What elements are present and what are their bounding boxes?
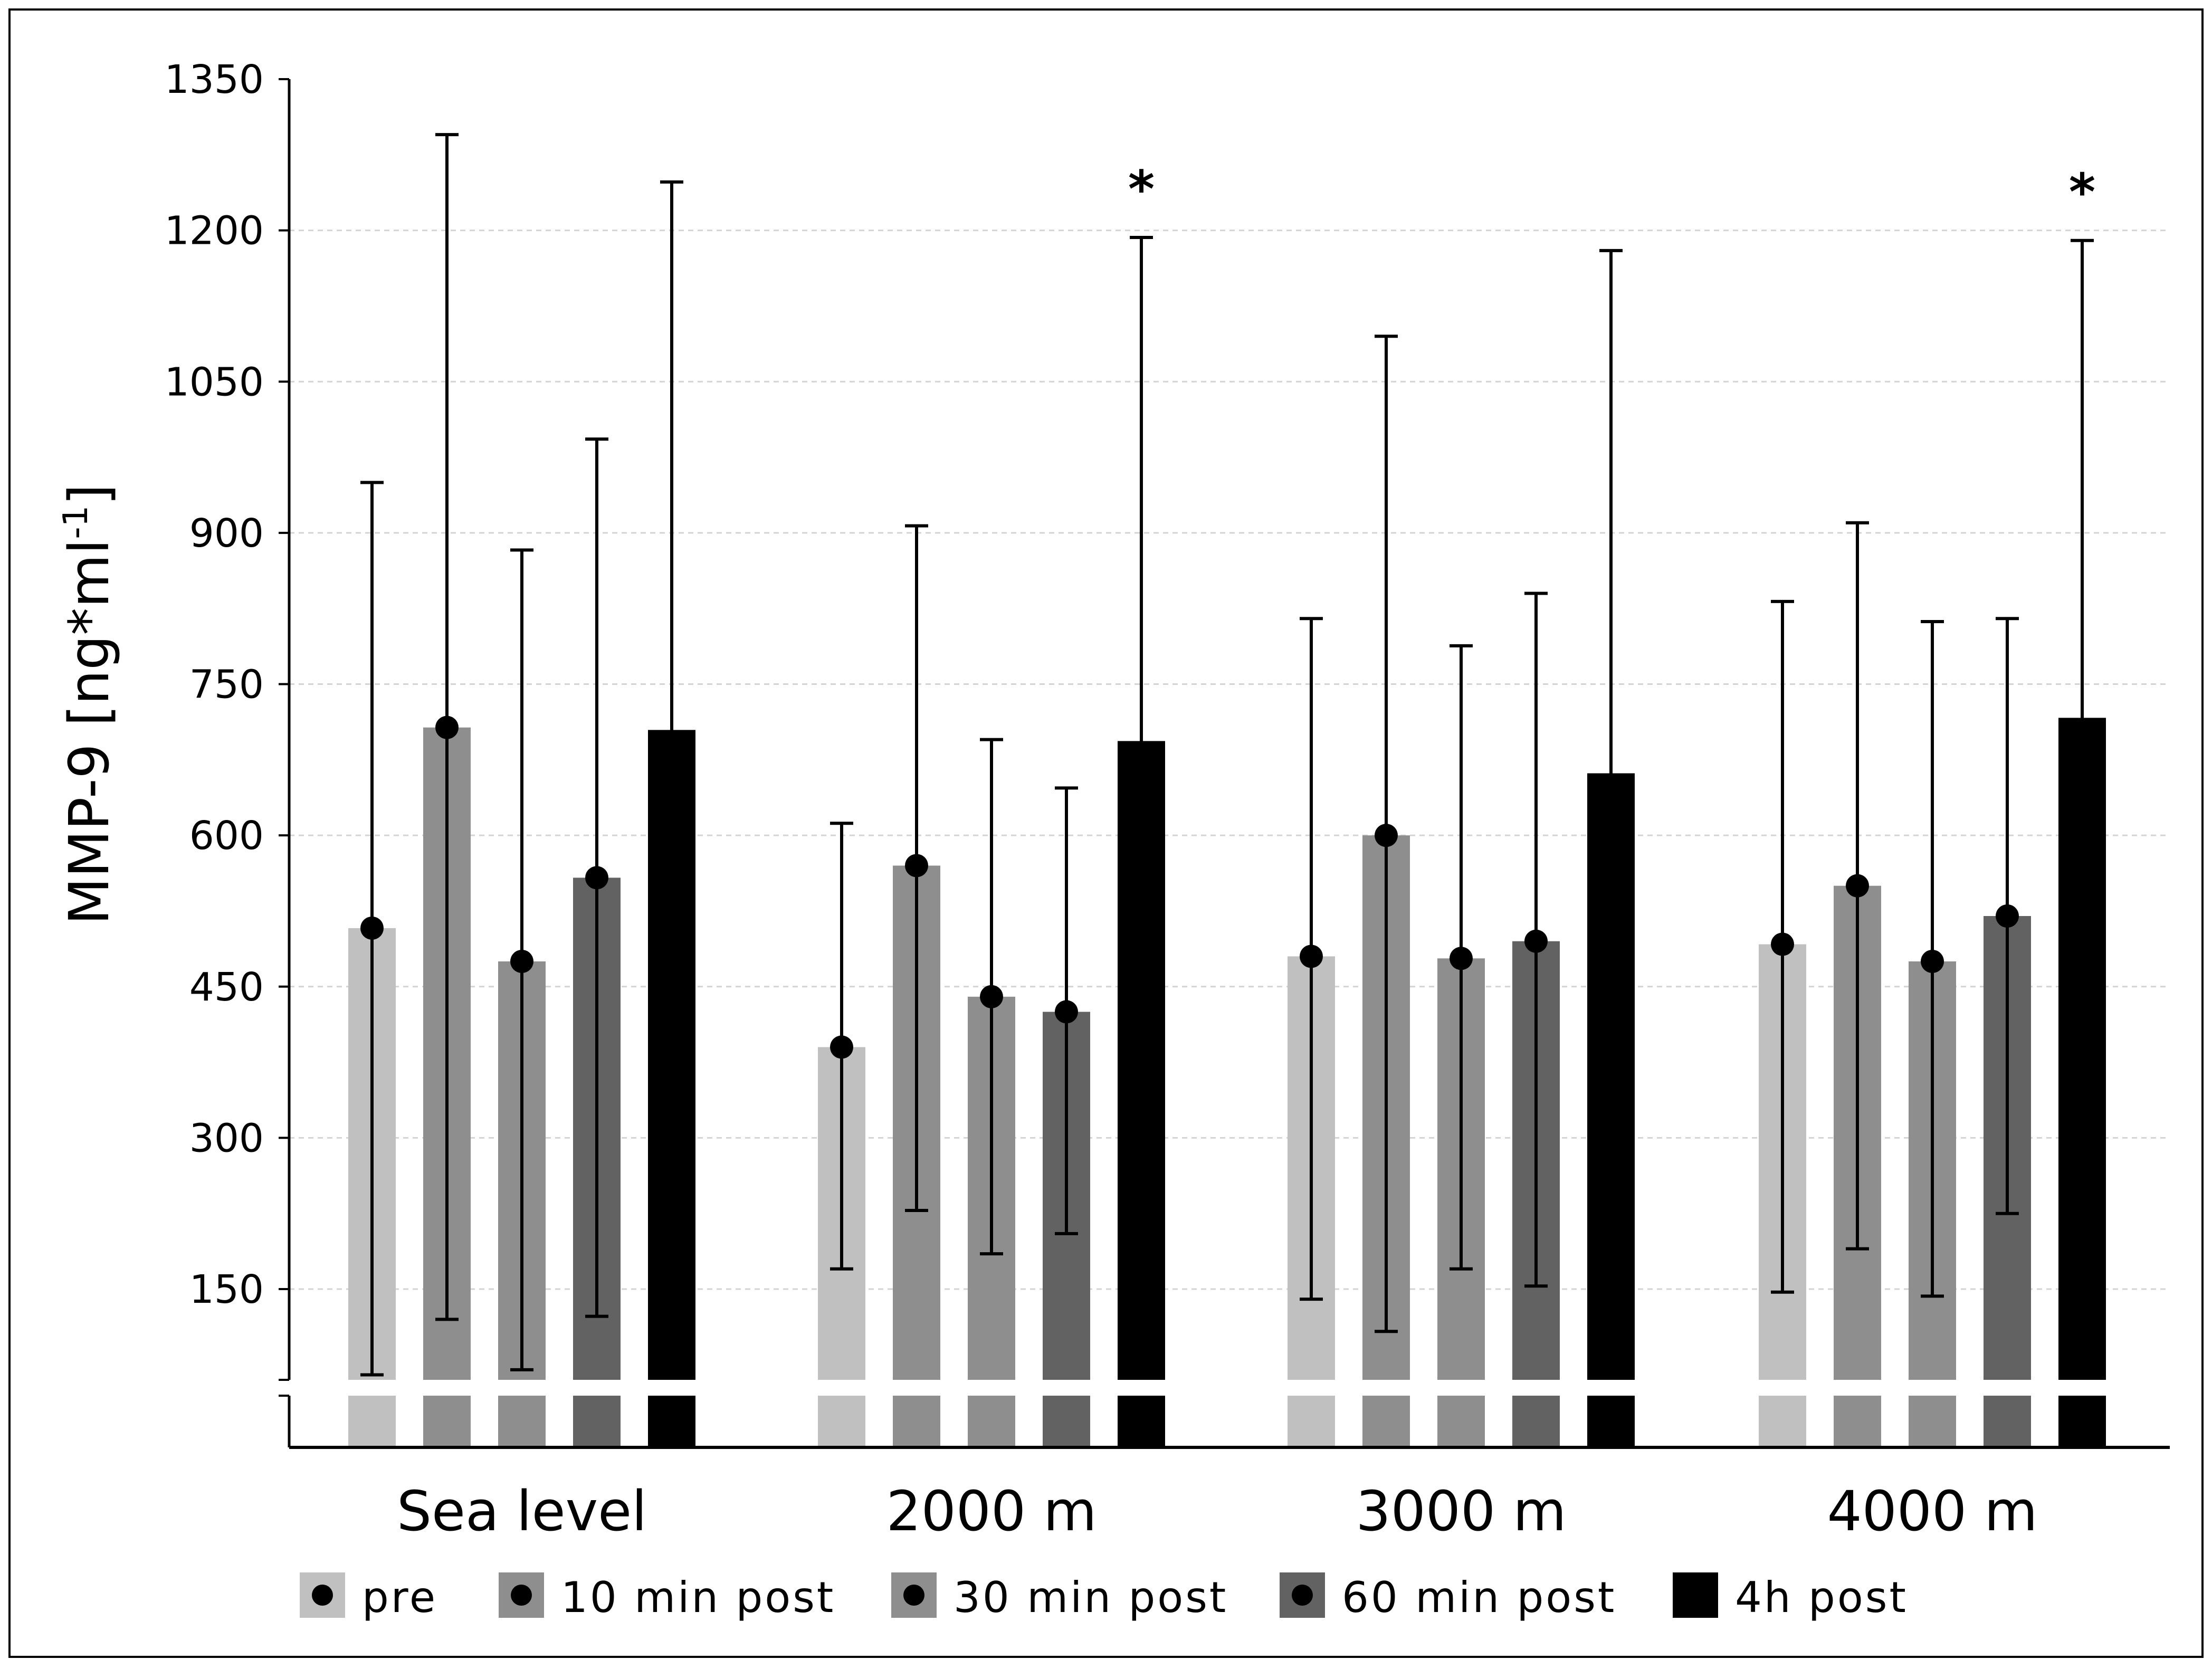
mean-marker (1055, 1000, 1078, 1024)
bar (1118, 742, 1165, 1380)
bar-stub (423, 1396, 471, 1447)
y-axis-label-main: MMP-9 [ng*ml (57, 539, 121, 925)
y-axis-label: MMP-9 [ng*ml-1] (56, 484, 121, 925)
legend-label: pre (362, 1573, 437, 1622)
bar-stub (1759, 1396, 1806, 1447)
bar-stub (648, 1396, 695, 1447)
y-tick-label: 300 (189, 1115, 264, 1161)
bar-stub (1512, 1396, 1560, 1447)
mean-markers (360, 716, 2106, 1059)
bar-stub (1587, 1396, 1635, 1447)
legend-marker (511, 1585, 532, 1606)
y-axis-label-superscript: -1 (56, 506, 96, 539)
bar-stub (1043, 1396, 1090, 1447)
mean-marker (360, 916, 384, 940)
bar-stub (2058, 1396, 2106, 1447)
mean-marker (1771, 932, 1794, 956)
y-tick-label: 750 (189, 662, 264, 708)
mean-marker (1450, 947, 1473, 970)
mean-marker (980, 985, 1003, 1008)
bar-stub (1118, 1396, 1165, 1447)
bar-stub (1909, 1396, 1956, 1447)
mean-marker (1300, 945, 1323, 968)
chart-frame (8, 8, 2204, 1658)
y-tick-label: 900 (189, 511, 264, 556)
legend-swatch (1673, 1572, 1718, 1618)
significance-asterisk: * (1128, 160, 1155, 219)
mean-marker (905, 854, 928, 878)
bar-stub (1984, 1396, 2031, 1447)
y-tick-label: 1350 (165, 57, 264, 102)
mean-marker (1524, 929, 1548, 953)
bar (1587, 775, 1635, 1380)
mean-marker (1921, 949, 1944, 973)
y-tick-label: 1050 (165, 359, 264, 405)
significance-asterisk: * (2069, 163, 2095, 222)
legend-label: 4h post (1735, 1573, 1908, 1622)
bar-stub (498, 1396, 546, 1447)
bar-stub (1362, 1396, 1410, 1447)
mean-marker (510, 949, 533, 973)
y-tick-label: 1200 (165, 208, 264, 254)
bar (2058, 719, 2106, 1380)
labels: MMP-9 [ng*ml-1] 150 300 450 600 750 900 1050 12… (56, 57, 2095, 1543)
bar-stub (968, 1396, 1015, 1447)
bar (648, 731, 695, 1380)
x-category-label: 4000 m (1827, 1479, 2037, 1543)
y-tick-label: 600 (189, 813, 264, 859)
bar-stub (348, 1396, 396, 1447)
x-category-label: Sea level (397, 1479, 647, 1543)
x-category-label: 3000 m (1356, 1479, 1566, 1543)
x-category-label: 2000 m (886, 1479, 1097, 1543)
bar-stub (818, 1396, 865, 1447)
bar-stub (1834, 1396, 1881, 1447)
mean-marker (830, 1035, 853, 1059)
legend: pre 10 min post 30 min post 60 min post 4h p… (300, 1572, 1908, 1622)
mean-marker (1375, 824, 1398, 847)
legend-label: 30 min post (954, 1573, 1228, 1622)
legend-marker (312, 1585, 333, 1606)
legend-label: 10 min post (561, 1573, 835, 1622)
y-tick-label: 450 (189, 965, 264, 1010)
bar-stub (573, 1396, 621, 1447)
legend-label: 60 min post (1342, 1573, 1616, 1622)
bar-stub (1437, 1396, 1485, 1447)
axes (279, 78, 2170, 1449)
bar-stub (1288, 1396, 1335, 1447)
mean-marker (585, 866, 608, 890)
y-tick-label: 150 (189, 1267, 264, 1312)
y-axis-label-suffix: ] (57, 484, 121, 506)
legend-marker (903, 1585, 924, 1606)
legend-marker (1292, 1585, 1313, 1606)
mean-marker (1846, 874, 1869, 898)
mean-marker (435, 716, 459, 739)
mean-marker (1996, 904, 2019, 928)
bar-stub (893, 1396, 940, 1447)
